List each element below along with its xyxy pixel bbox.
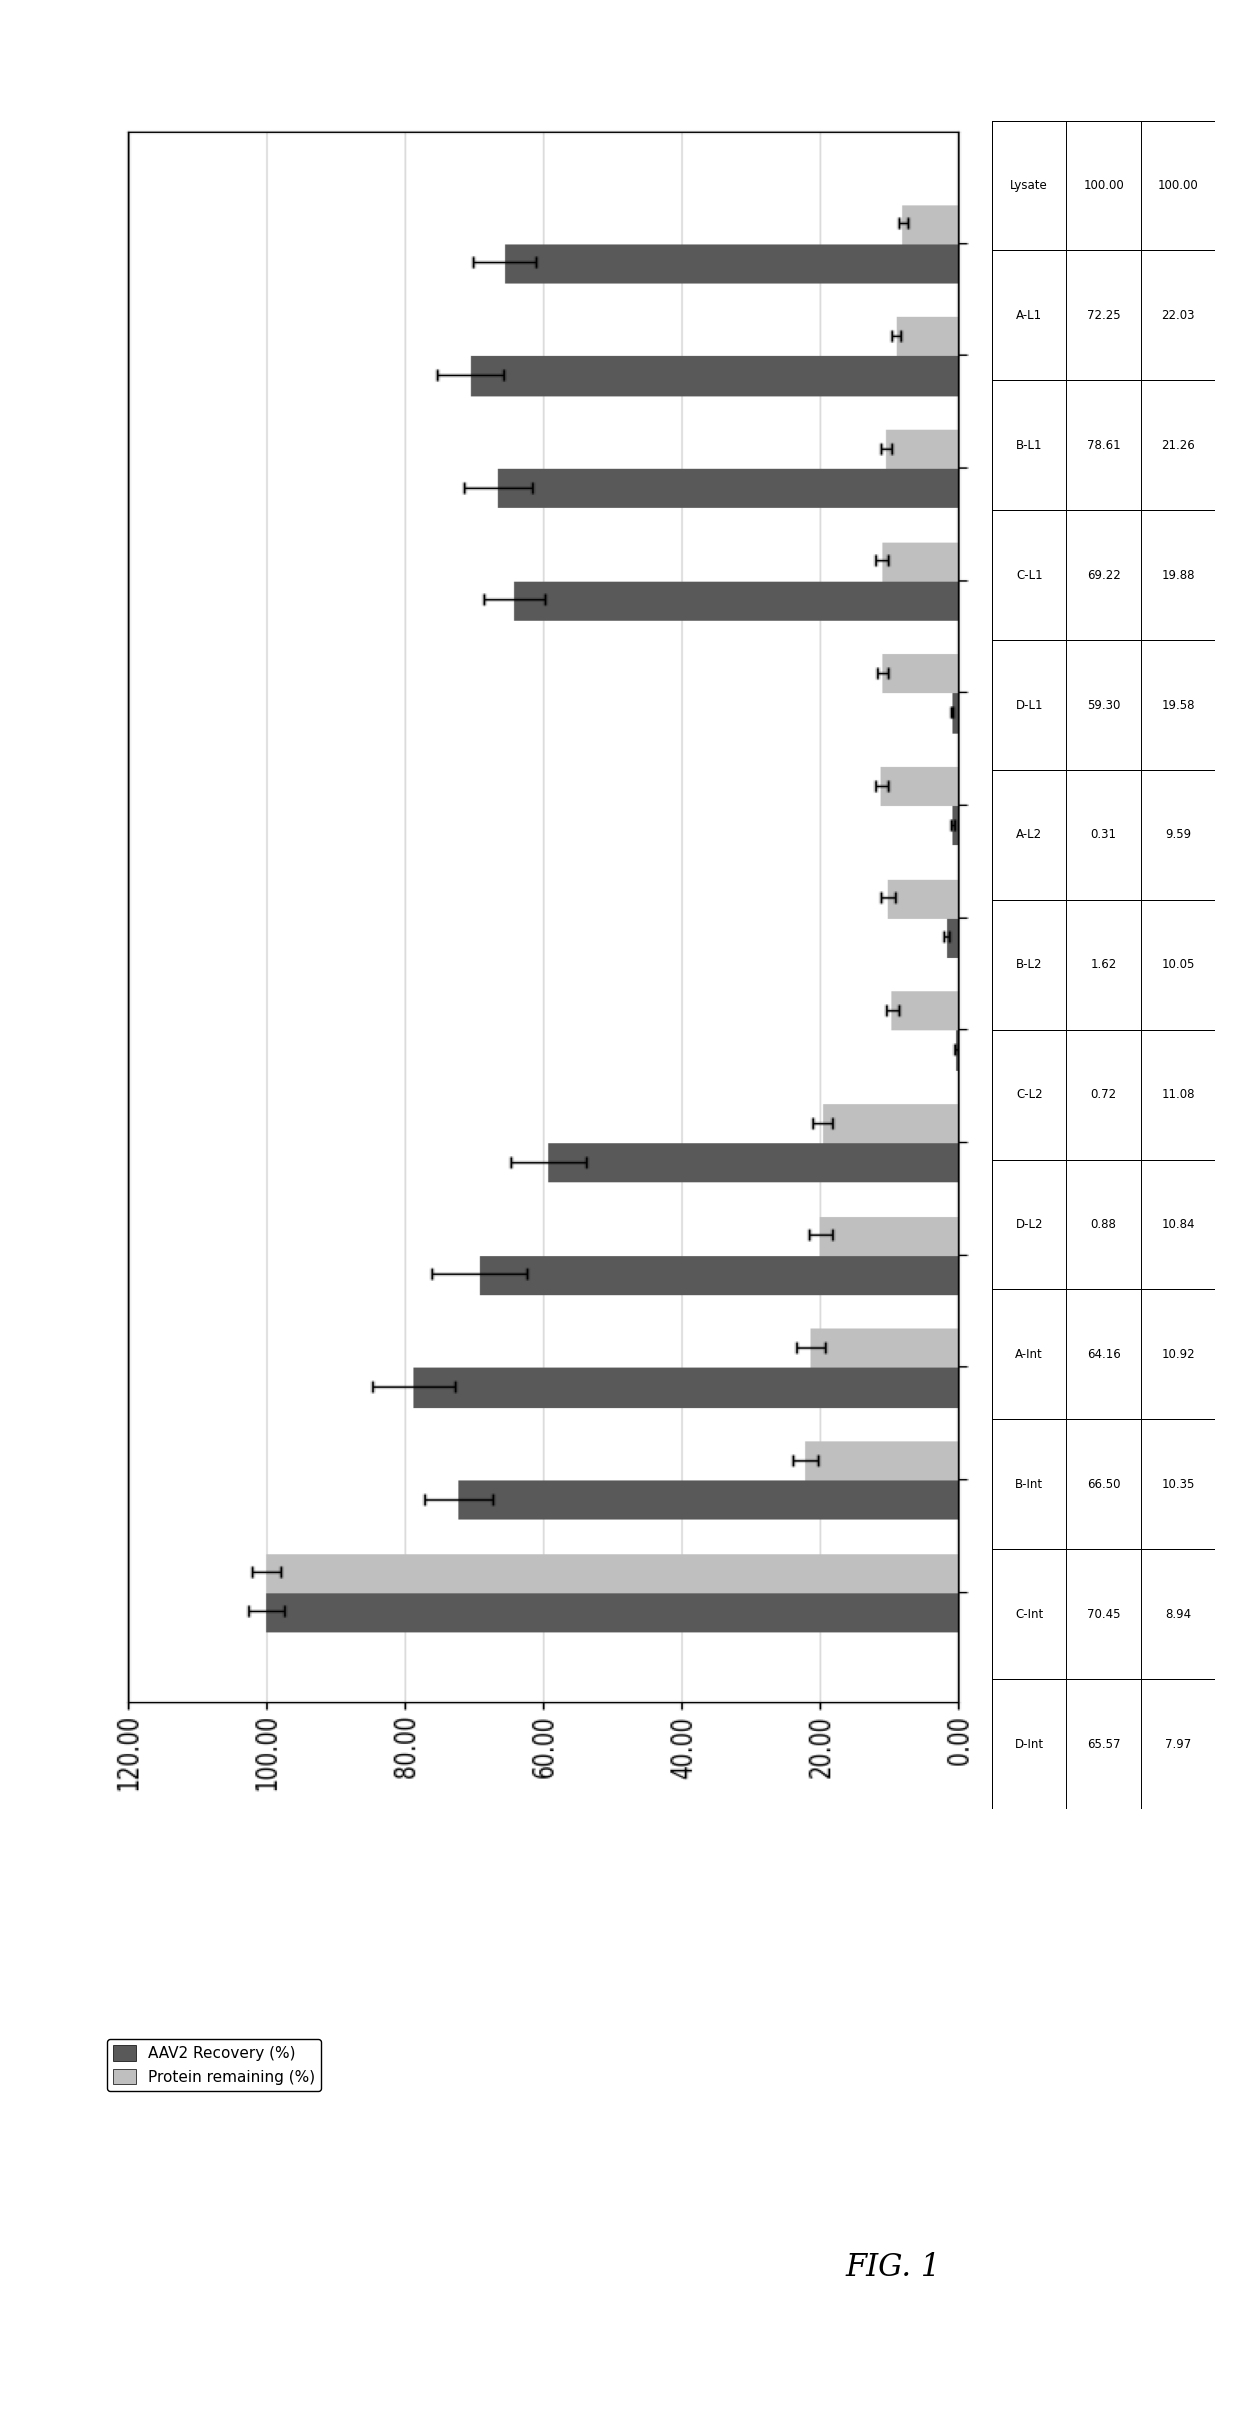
Text: 66.50: 66.50: [1086, 1479, 1121, 1491]
Text: C-Int: C-Int: [1016, 1609, 1043, 1621]
Text: A-Int: A-Int: [1016, 1348, 1043, 1360]
Text: 22.03: 22.03: [1161, 309, 1195, 321]
Text: 100.00: 100.00: [1158, 178, 1198, 193]
Text: 0.72: 0.72: [1090, 1088, 1117, 1102]
Text: B-L2: B-L2: [1016, 958, 1043, 972]
Text: 8.94: 8.94: [1164, 1609, 1192, 1621]
Text: 78.61: 78.61: [1086, 439, 1121, 451]
Text: 10.35: 10.35: [1162, 1479, 1194, 1491]
Text: D-L2: D-L2: [1016, 1218, 1043, 1230]
Text: 100.00: 100.00: [1084, 178, 1123, 193]
Text: A-L1: A-L1: [1016, 309, 1043, 321]
Text: C-L2: C-L2: [1016, 1088, 1043, 1102]
Text: 65.57: 65.57: [1086, 1737, 1121, 1751]
Text: 1.62: 1.62: [1090, 958, 1117, 972]
Text: 9.59: 9.59: [1164, 827, 1192, 842]
Text: C-L1: C-L1: [1016, 569, 1043, 581]
Legend: AAV2 Recovery (%), Protein remaining (%): AAV2 Recovery (%), Protein remaining (%): [107, 2038, 321, 2091]
Text: 0.88: 0.88: [1091, 1218, 1116, 1230]
Text: A-L2: A-L2: [1016, 827, 1043, 842]
Text: 7.97: 7.97: [1164, 1737, 1192, 1751]
Text: 19.88: 19.88: [1161, 569, 1195, 581]
Text: 10.84: 10.84: [1161, 1218, 1195, 1230]
Text: 10.05: 10.05: [1162, 958, 1194, 972]
Text: 0.31: 0.31: [1091, 827, 1116, 842]
Text: 21.26: 21.26: [1161, 439, 1195, 451]
Text: 59.30: 59.30: [1087, 699, 1120, 712]
Text: 10.92: 10.92: [1161, 1348, 1195, 1360]
Text: Lysate: Lysate: [1011, 178, 1048, 193]
Text: 72.25: 72.25: [1086, 309, 1121, 321]
Text: FIG. 1: FIG. 1: [846, 2253, 940, 2282]
Text: 64.16: 64.16: [1086, 1348, 1121, 1360]
Text: 69.22: 69.22: [1086, 569, 1121, 581]
Text: 11.08: 11.08: [1161, 1088, 1195, 1102]
Text: 19.58: 19.58: [1161, 699, 1195, 712]
Text: B-Int: B-Int: [1016, 1479, 1043, 1491]
Text: B-L1: B-L1: [1016, 439, 1043, 451]
Text: D-L1: D-L1: [1016, 699, 1043, 712]
Text: 70.45: 70.45: [1086, 1609, 1121, 1621]
Text: D-Int: D-Int: [1014, 1737, 1044, 1751]
